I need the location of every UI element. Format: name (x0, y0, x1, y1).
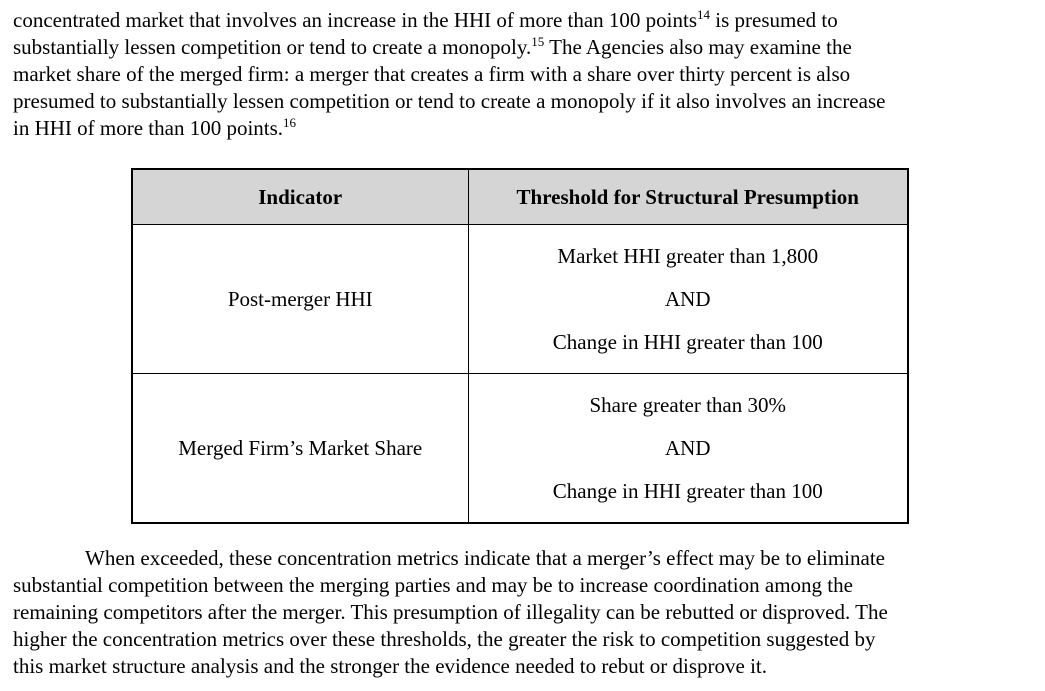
column-header-indicator: Indicator (131, 168, 469, 225)
text-line: substantially lessen competition or tend… (13, 34, 852, 59)
threshold-condition: Change in HHI greater than 100 (552, 478, 823, 503)
text-line: substantial competition between the merg… (13, 573, 853, 597)
paragraph-top: concentrated market that involves an inc… (13, 7, 1017, 142)
text-line: in HHI of more than 100 points.16 (13, 115, 297, 140)
threshold-cell: Share greater than 30% AND Change in HHI… (467, 373, 909, 524)
text-line: When exceeded, these concentration metri… (85, 546, 885, 570)
footnote-reference: 16 (283, 115, 297, 130)
text-line: market share of the merged firm: a merge… (13, 62, 851, 86)
indicator-cell: Post-merger HHI (131, 224, 469, 374)
text-line: this market structure analysis and the s… (13, 654, 768, 678)
threshold-condition: Share greater than 30% (589, 392, 787, 417)
table-row-post-merger-hhi: Post-merger HHI Market HHI greater than … (131, 224, 909, 374)
table-row-merged-firm-market-share: Merged Firm’s Market Share Share greater… (131, 373, 909, 524)
footnote-reference: 14 (697, 7, 711, 22)
column-header-threshold: Threshold for Structural Presumption (467, 168, 909, 225)
text-line: remaining competitors after the merger. … (13, 600, 888, 624)
threshold-operator: AND (665, 435, 711, 460)
threshold-condition: Market HHI greater than 1,800 (557, 243, 819, 268)
table-header-row: Indicator Threshold for Structural Presu… (131, 168, 909, 225)
indicator-cell: Merged Firm’s Market Share (131, 373, 469, 524)
text-line: presumed to substantially lessen competi… (13, 89, 886, 113)
threshold-cell: Market HHI greater than 1,800 AND Change… (467, 224, 909, 374)
threshold-condition: Change in HHI greater than 100 (552, 329, 823, 354)
threshold-operator: AND (665, 286, 711, 311)
structural-presumption-table: Indicator Threshold for Structural Presu… (131, 168, 909, 524)
text-line: higher the concentration metrics over th… (13, 627, 876, 651)
paragraph-bottom: When exceeded, these concentration metri… (13, 545, 1017, 680)
footnote-reference: 15 (531, 34, 545, 49)
text-line: concentrated market that involves an inc… (13, 7, 838, 32)
